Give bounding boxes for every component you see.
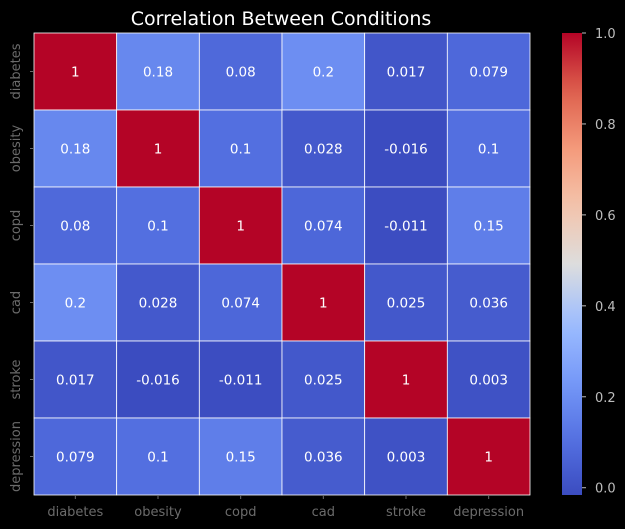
heatmap-cell-diabetes-cad [281, 32, 366, 111]
heatmap-cell-value-label: 1 [484, 450, 493, 466]
heatmap-cell-value-label: 0.074 [221, 296, 260, 312]
heatmap-cell-value-label: -0.011 [384, 219, 428, 235]
heatmap-cell-value-label: 0.2 [65, 296, 86, 312]
heatmap-cells [33, 32, 531, 496]
heatmap-cell-value-label: 1 [402, 373, 411, 389]
heatmap-cell-value-label: -0.011 [219, 373, 263, 389]
heatmap-cell-value-label: 0.1 [147, 450, 168, 466]
heatmap-cell-value-label: 1 [319, 296, 328, 312]
heatmap-cell-value-label: 0.028 [139, 296, 178, 312]
heatmap-cell-diabetes-depression [446, 32, 531, 111]
heatmap-cell-value-label: 0.025 [304, 373, 343, 389]
colorbar-gradient [562, 33, 582, 495]
heatmap-cell-diabetes-obesity [116, 32, 200, 111]
colorbar-tick-label: 0.6 [595, 209, 616, 224]
heatmap-cell-cad-diabetes [33, 263, 118, 342]
x-tick-label: depression [453, 505, 524, 520]
y-tick-label: obesity [9, 125, 24, 173]
heatmap-cell-depression-stroke [364, 417, 448, 496]
x-tick-label: cad [312, 505, 335, 520]
heatmap-cell-copd-cad [281, 186, 366, 265]
heatmap-cell-value-label: 0.18 [60, 142, 90, 158]
colorbar-tick-label: 1.0 [595, 27, 616, 42]
heatmap-cell-value-label: 0.003 [469, 373, 508, 389]
heatmap-cell-value-label: 0.08 [60, 219, 90, 235]
heatmap-cell-diabetes-diabetes [33, 32, 118, 111]
heatmap-cell-obesity-cad [281, 109, 366, 188]
heatmap-cell-value-label: 0.1 [230, 142, 251, 158]
heatmap-cell-value-label: 0.036 [304, 450, 343, 466]
y-tick-label: copd [9, 210, 24, 242]
heatmap-cell-value-label: 0.15 [226, 450, 256, 466]
colorbar-tick-label: 0.4 [595, 300, 616, 315]
heatmap-cell-copd-obesity [116, 186, 200, 265]
heatmap-cell-diabetes-copd [198, 32, 283, 111]
heatmap-cell-cad-depression [446, 263, 531, 342]
y-tick-label: cad [9, 291, 24, 314]
heatmap-cell-value-label: 0.1 [478, 142, 499, 158]
heatmap-cell-stroke-stroke [364, 340, 448, 419]
colorbar-tick-label: 0.2 [595, 391, 616, 406]
colorbar-tick-label: 0.8 [595, 118, 616, 133]
heatmap-cell-depression-depression [446, 417, 531, 496]
heatmap-cell-value-label: 0.017 [387, 65, 426, 81]
heatmap-cell-value-label: 0.079 [56, 450, 95, 466]
heatmap-cell-value-label: 1 [154, 142, 163, 158]
colorbar: 0.0 0.2 0.4 0.6 0.8 1.0 [562, 27, 616, 497]
heatmap-cell-stroke-copd [198, 340, 283, 419]
heatmap-cell-cad-stroke [364, 263, 448, 342]
y-axis-ticks: diabetes obesity copd cad stroke depression [9, 43, 34, 492]
heatmap-cell-copd-diabetes [33, 186, 118, 265]
y-tick-label: depression [9, 421, 24, 492]
x-axis-ticks: diabetes obesity copd cad stroke depression [47, 495, 524, 520]
heatmap-cell-stroke-diabetes [33, 340, 118, 419]
heatmap-cell-cad-obesity [116, 263, 200, 342]
x-tick-label: copd [225, 505, 257, 520]
heatmap-cell-diabetes-stroke [364, 32, 448, 111]
x-tick-label: obesity [134, 505, 182, 520]
heatmap-cell-value-label: 0.079 [469, 65, 508, 81]
heatmap-cell-value-label: 0.2 [313, 65, 334, 81]
heatmap-cell-obesity-obesity [116, 109, 200, 188]
y-tick-label: diabetes [9, 43, 24, 99]
heatmap-cell-value-label: -0.016 [136, 373, 180, 389]
heatmap-cell-value-label: 0.1 [147, 219, 168, 235]
heatmap-cell-value-label: 0.074 [304, 219, 343, 235]
heatmap-cell-stroke-cad [281, 340, 366, 419]
y-tick-label: stroke [9, 360, 24, 400]
colorbar-tick-label: 0.0 [595, 482, 616, 497]
heatmap-cell-copd-depression [446, 186, 531, 265]
heatmap-cell-value-label: 1 [236, 219, 245, 235]
heatmap-cell-depression-diabetes [33, 417, 118, 496]
heatmap-cell-stroke-depression [446, 340, 531, 419]
heatmap-cell-value-label: 0.18 [143, 65, 173, 81]
heatmap-cell-value-label: 0.028 [304, 142, 343, 158]
heatmap-cell-cad-cad [281, 263, 366, 342]
x-tick-label: diabetes [47, 505, 103, 520]
heatmap-cell-value-label: -0.016 [384, 142, 428, 158]
heatmap-cell-value-label: 0.025 [387, 296, 426, 312]
heatmap-cell-value-label: 1 [71, 65, 80, 81]
heatmap-cell-value-label: 0.08 [226, 65, 256, 81]
x-tick-label: stroke [386, 505, 426, 520]
heatmap-cell-value-label: 0.017 [56, 373, 95, 389]
heatmap-cell-copd-copd [198, 186, 283, 265]
heatmap-cell-labels: 1 0.18 0.08 0.2 0.017 0.079 0.18 1 0.1 0.028 -0.01… [56, 65, 508, 466]
heatmap-cell-value-label: 0.003 [387, 450, 426, 466]
heatmap-cell-value-label: 0.15 [474, 219, 504, 235]
heatmap-cell-obesity-depression [446, 109, 531, 188]
heatmap-cell-cad-copd [198, 263, 283, 342]
heatmap-cell-value-label: 0.036 [469, 296, 508, 312]
heatmap-cell-copd-stroke [364, 186, 448, 265]
chart-title: Correlation Between Conditions [131, 8, 432, 30]
